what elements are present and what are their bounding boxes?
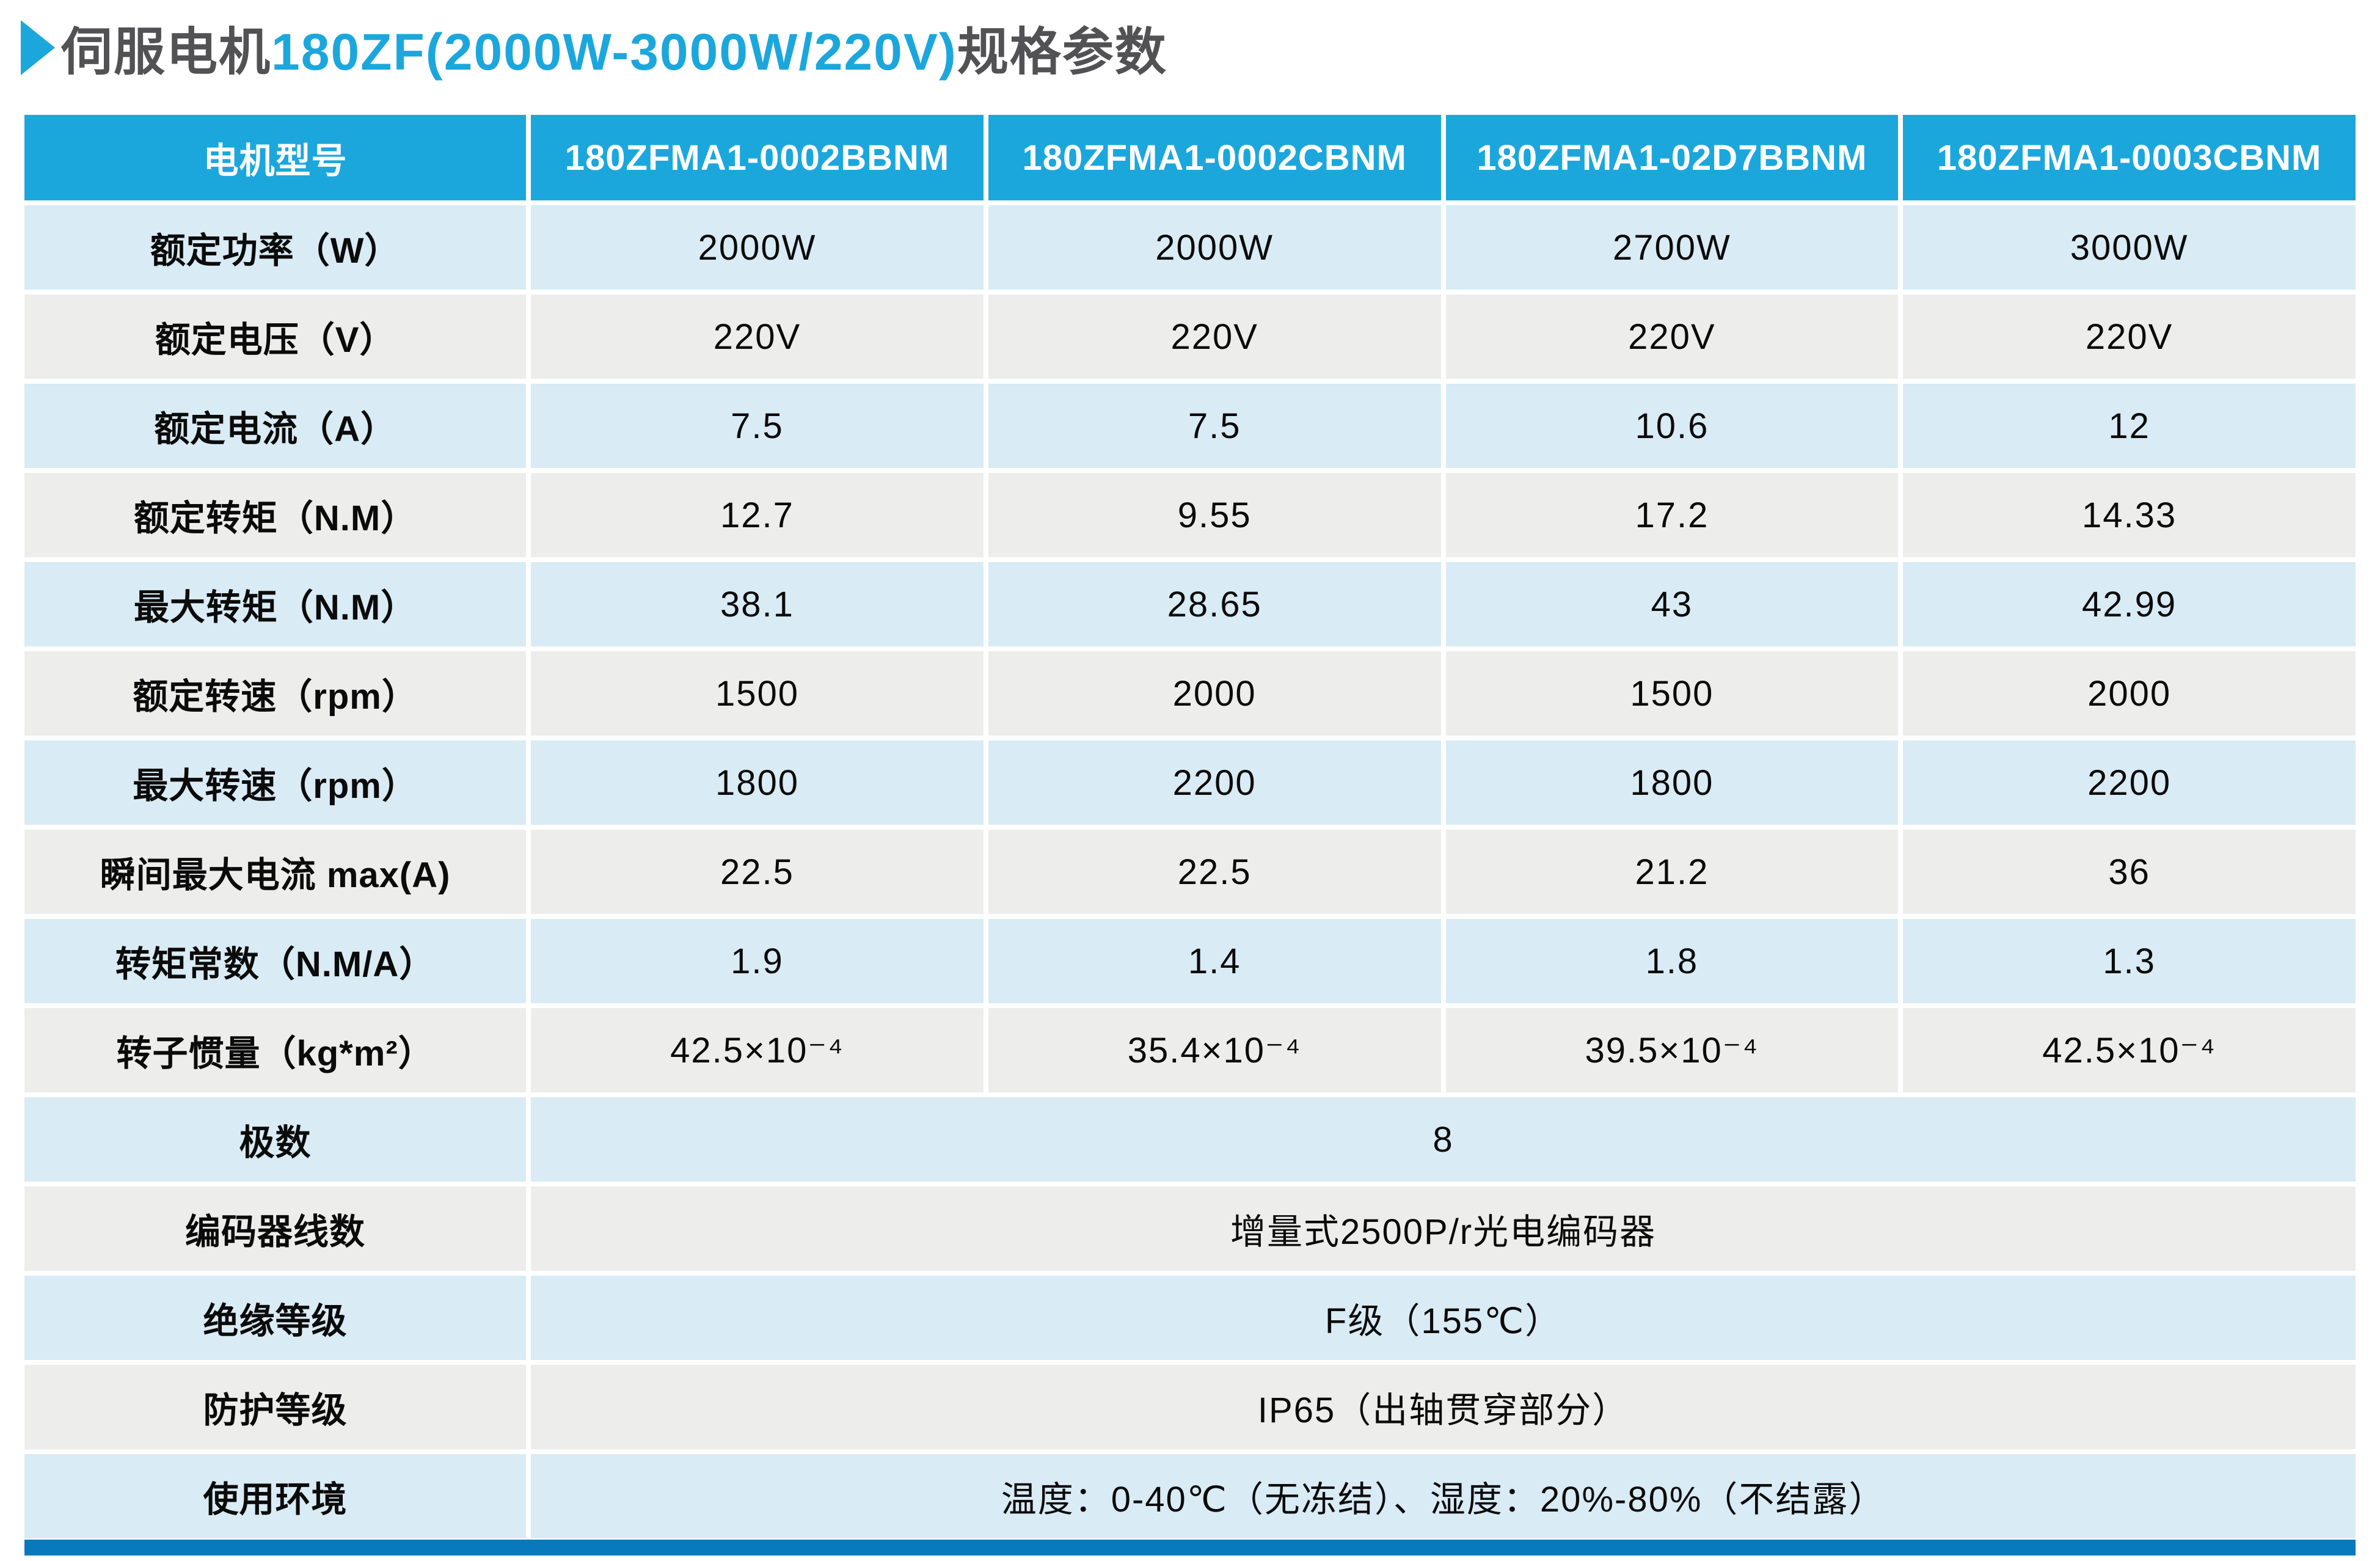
cell-value: 2200: [1903, 740, 2356, 825]
table-row: 最大转矩（N.M） 38.1 28.65 43 42.99: [24, 562, 2356, 646]
column-header-model: 180ZFMA1-0003CBNM: [1903, 115, 2356, 200]
cell-value: 42.5×10⁻⁴: [531, 1008, 984, 1092]
title-prefix: 伺服电机: [61, 23, 272, 81]
row-label: 最大转矩（N.M）: [24, 562, 527, 646]
cell-value: 42.99: [1903, 562, 2356, 646]
cell-value: 22.5: [988, 830, 1441, 914]
cell-value: 1.4: [988, 919, 1441, 1003]
cell-value: 1800: [1445, 740, 1899, 825]
row-label: 最大转速（rpm）: [24, 740, 527, 825]
table-row: 额定电流（A） 7.5 7.5 10.6 12: [24, 384, 2356, 468]
row-label: 防护等级: [24, 1365, 527, 1449]
cell-value: 43: [1445, 562, 1899, 646]
cell-value: 12: [1903, 384, 2356, 468]
corner-header-motor-model: 电机型号: [24, 115, 527, 200]
table-row: 额定转速（rpm） 1500 2000 1500 2000: [24, 651, 2356, 736]
cell-value: 2700W: [1445, 205, 1899, 290]
page-title: 伺服电机180ZF(2000W-3000W/220V)规格参数: [21, 11, 1167, 84]
cell-value: 22.5: [531, 830, 984, 914]
cell-value: 1500: [531, 651, 984, 736]
cell-value: 9.55: [988, 473, 1441, 557]
cell-value: 36: [1903, 830, 2356, 914]
row-label: 额定转矩（N.M）: [24, 473, 527, 557]
cell-value: 35.4×10⁻⁴: [988, 1008, 1441, 1092]
cell-value: 1.8: [1445, 919, 1899, 1003]
row-label: 绝缘等级: [24, 1276, 527, 1360]
row-label: 额定转速（rpm）: [24, 651, 527, 736]
cell-value: 17.2: [1445, 473, 1899, 557]
title-model-range: 180ZF(2000W-3000W/220V): [271, 23, 957, 81]
cell-value: 2000: [988, 651, 1441, 736]
row-label: 转矩常数（N.M/A）: [24, 919, 527, 1003]
spec-table: 电机型号 180ZFMA1-0002BBNM 180ZFMA1-0002CBNM 18…: [20, 110, 2360, 1543]
cell-value: 3000W: [1903, 205, 2356, 290]
cell-value: 14.33: [1903, 473, 2356, 557]
column-header-model: 180ZFMA1-0002BBNM: [531, 115, 984, 200]
row-label: 编码器线数: [24, 1186, 527, 1271]
bottom-accent-bar: [24, 1540, 2356, 1556]
cell-value-span: IP65（出轴贯穿部分）: [531, 1365, 2356, 1449]
cell-value: 2000: [1903, 651, 2356, 736]
column-header-model: 180ZFMA1-02D7BBNM: [1445, 115, 1899, 200]
column-header-model: 180ZFMA1-0002CBNM: [988, 115, 1441, 200]
table-row: 最大转速（rpm） 1800 2200 1800 2200: [24, 740, 2356, 825]
cell-value: 220V: [988, 294, 1441, 379]
cell-value: 1500: [1445, 651, 1899, 736]
cell-value: 2000W: [531, 205, 984, 290]
table-row: 极数 8: [24, 1097, 2356, 1182]
cell-value: 1.9: [531, 919, 984, 1003]
table-row: 瞬间最大电流 max(A) 22.5 22.5 21.2 36: [24, 830, 2356, 914]
cell-value: 42.5×10⁻⁴: [1903, 1008, 2356, 1092]
table-row: 使用环境 温度：0-40℃（无冻结）、湿度：20%-80%（不结露）: [24, 1454, 2356, 1538]
row-label: 额定电流（A）: [24, 384, 527, 468]
row-label: 使用环境: [24, 1454, 527, 1538]
row-label: 转子惯量（kg*m²）: [24, 1008, 527, 1092]
table-row: 编码器线数 增量式2500P/r光电编码器: [24, 1186, 2356, 1271]
cell-value: 39.5×10⁻⁴: [1445, 1008, 1899, 1092]
cell-value: 220V: [531, 294, 984, 379]
cell-value: 21.2: [1445, 830, 1899, 914]
cell-value: 10.6: [1445, 384, 1899, 468]
table-row: 防护等级 IP65（出轴贯穿部分）: [24, 1365, 2356, 1449]
cell-value: 1.3: [1903, 919, 2356, 1003]
row-label: 极数: [24, 1097, 527, 1182]
table-row: 额定转矩（N.M） 12.7 9.55 17.2 14.33: [24, 473, 2356, 557]
cell-value: 12.7: [531, 473, 984, 557]
cell-value-span: F级（155℃）: [531, 1276, 2356, 1360]
table-row: 额定电压（V） 220V 220V 220V 220V: [24, 294, 2356, 379]
table-row: 转子惯量（kg*m²） 42.5×10⁻⁴ 35.4×10⁻⁴ 39.5×10⁻⁴ 42…: [24, 1008, 2356, 1092]
row-label: 额定功率（W）: [24, 205, 527, 290]
cell-value: 28.65: [988, 562, 1441, 646]
cell-value: 2200: [988, 740, 1441, 825]
cell-value: 220V: [1445, 294, 1899, 379]
row-label: 瞬间最大电流 max(A): [24, 830, 527, 914]
cell-value: 38.1: [531, 562, 984, 646]
cell-value: 7.5: [988, 384, 1441, 468]
cell-value: 220V: [1903, 294, 2356, 379]
table-header-row: 电机型号 180ZFMA1-0002BBNM 180ZFMA1-0002CBNM 18…: [24, 115, 2356, 200]
cell-value-span: 增量式2500P/r光电编码器: [531, 1186, 2356, 1271]
cell-value-span: 8: [531, 1097, 2356, 1182]
table-row: 额定功率（W） 2000W 2000W 2700W 3000W: [24, 205, 2356, 290]
title-suffix: 规格参数: [957, 23, 1167, 81]
cell-value-span: 温度：0-40℃（无冻结）、湿度：20%-80%（不结露）: [531, 1454, 2356, 1538]
title-arrow-icon: [21, 20, 55, 75]
cell-value: 2000W: [988, 205, 1441, 290]
table-row: 转矩常数（N.M/A） 1.9 1.4 1.8 1.3: [24, 919, 2356, 1003]
table-row: 绝缘等级 F级（155℃）: [24, 1276, 2356, 1360]
cell-value: 1800: [531, 740, 984, 825]
cell-value: 7.5: [531, 384, 984, 468]
row-label: 额定电压（V）: [24, 294, 527, 379]
